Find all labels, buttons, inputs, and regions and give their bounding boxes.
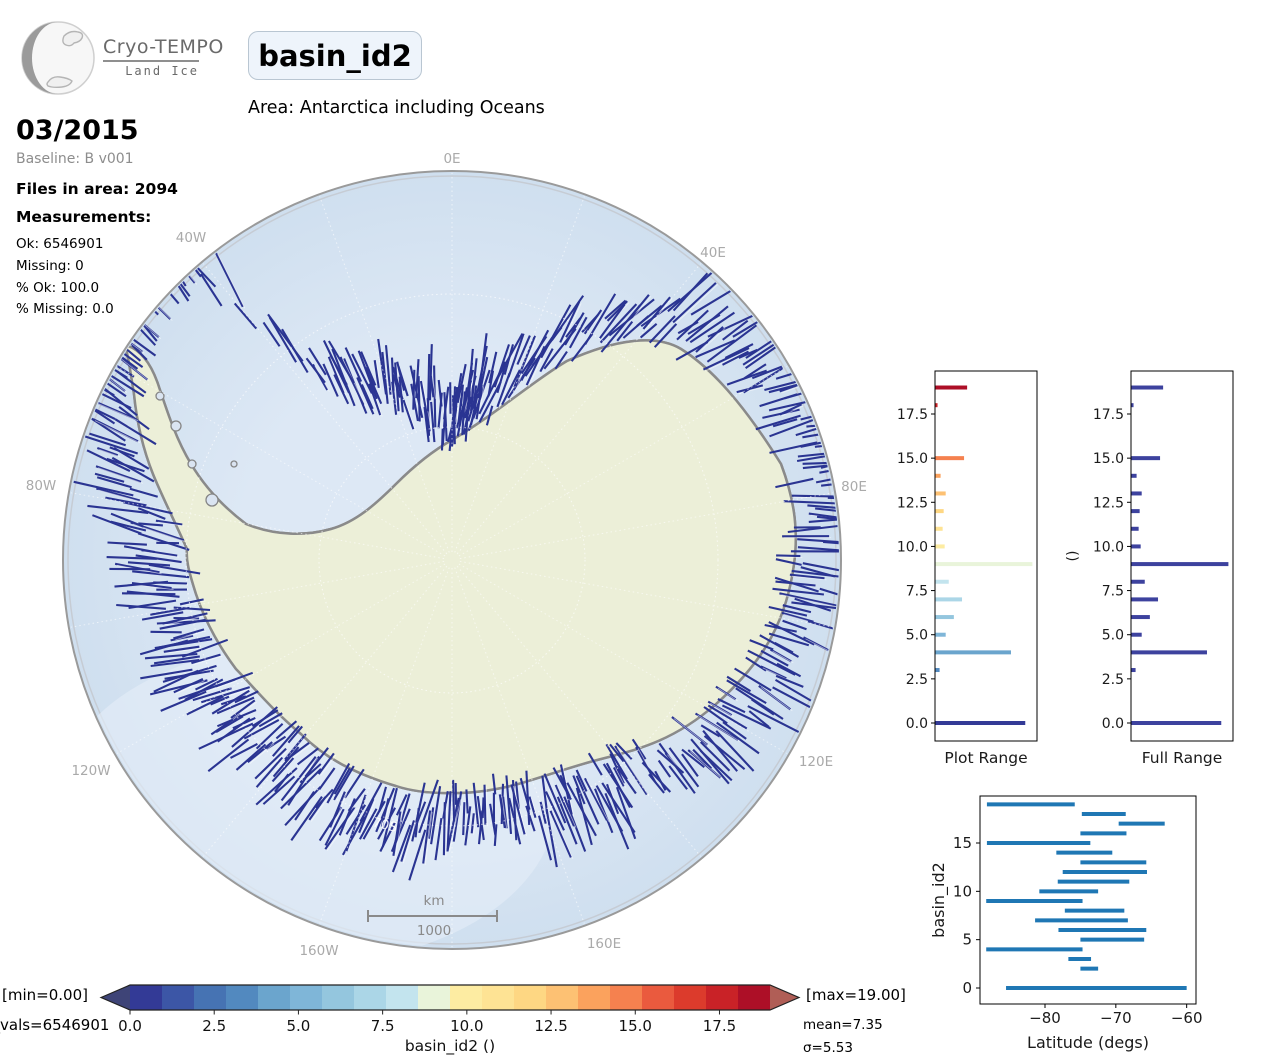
svg-text:15.0: 15.0	[619, 1017, 652, 1035]
svg-text:15.0: 15.0	[1093, 451, 1124, 467]
logo-subtitle: Land Ice	[125, 64, 199, 78]
colorbar-max-label: [max=19.00]	[806, 986, 906, 1004]
svg-text:10.0: 10.0	[897, 539, 928, 555]
measurements-heading: Measurements:	[16, 208, 152, 226]
svg-text:0: 0	[962, 979, 972, 997]
logo-divider	[103, 60, 199, 62]
island-contours	[155, 391, 238, 507]
svg-text:0.0: 0.0	[118, 1017, 142, 1035]
svg-text:17.5: 17.5	[1093, 407, 1124, 423]
latitude-range-chart: 0 5 10 15 −80 −70 −60 Latitude (degs) basin_id2	[930, 795, 1203, 1052]
svg-text:17.5: 17.5	[897, 407, 928, 423]
svg-text:basin_id2 (): basin_id2 ()	[405, 1037, 495, 1056]
meridian-label-120w: 120W	[71, 763, 111, 779]
svg-text:2.5: 2.5	[1102, 672, 1124, 688]
svg-text:0.0: 0.0	[906, 716, 928, 732]
variable-name: basin_id2	[258, 38, 412, 73]
cryo-tempo-logo-icon	[21, 21, 95, 95]
svg-text:12.5: 12.5	[1093, 495, 1124, 511]
svg-text:17.5: 17.5	[703, 1017, 736, 1035]
stat-missing: Missing: 0	[16, 258, 84, 274]
svg-text:Plot Range: Plot Range	[944, 749, 1027, 767]
stat-pct-missing: % Missing: 0.0	[16, 301, 114, 317]
files-in-area: Files in area: 2094	[16, 180, 178, 198]
svg-text:2.5: 2.5	[906, 672, 928, 688]
svg-text:2.5: 2.5	[202, 1017, 226, 1035]
svg-text:10: 10	[953, 882, 972, 900]
full-range-histogram: 0.0 2.5 5.0 7.5 10.0 12.5 15.0 17.5 Full Range ()	[1065, 370, 1234, 767]
meridian-label-120e: 120E	[798, 754, 834, 770]
colorbar-min-label: [min=0.00]	[2, 986, 88, 1004]
svg-text:Full Range: Full Range	[1142, 749, 1223, 767]
svg-text:15: 15	[953, 834, 972, 852]
area-subtitle: Area: Antarctica including Oceans	[248, 98, 545, 118]
logo-title: Cryo-TEMPO	[103, 36, 224, 58]
meridian-label-160w: 160W	[299, 943, 339, 959]
colorbar-mean-label: mean=7.35	[803, 1017, 883, 1033]
scalebar-unit: km	[424, 893, 445, 909]
svg-text:Latitude (degs): Latitude (degs)	[1027, 1033, 1149, 1052]
svg-text:−80: −80	[1029, 1009, 1061, 1027]
antarctica-basin-map: 70S km 1000	[62, 170, 842, 950]
lat-70s-label: 70S	[371, 815, 399, 836]
meridian-label-80e: 80E	[841, 479, 867, 495]
svg-text:7.5: 7.5	[371, 1017, 395, 1035]
svg-text:10.0: 10.0	[450, 1017, 483, 1035]
svg-text:basin_id2: basin_id2	[930, 862, 949, 938]
svg-text:12.5: 12.5	[897, 495, 928, 511]
svg-text:7.5: 7.5	[906, 584, 928, 600]
colorbar-sigma-label: σ=5.53	[803, 1040, 853, 1056]
svg-text:0.0: 0.0	[1102, 716, 1124, 732]
logo-wordmark: Cryo-TEMPO Land Ice	[103, 36, 224, 78]
svg-text:−60: −60	[1171, 1009, 1203, 1027]
svg-text:−70: −70	[1100, 1009, 1132, 1027]
svg-text:7.5: 7.5	[1102, 584, 1124, 600]
svg-text:5.0: 5.0	[286, 1017, 310, 1035]
svg-text:5: 5	[962, 931, 972, 949]
period-label: 03/2015	[16, 115, 139, 146]
svg-text:5.0: 5.0	[1102, 628, 1124, 644]
stat-pct-ok: % Ok: 100.0	[16, 280, 100, 296]
scalebar-value: 1000	[417, 923, 451, 939]
stat-ok: Ok: 6546901	[16, 236, 104, 252]
ground-track-fringe	[65, 240, 839, 881]
baseline-label: Baseline: B v001	[16, 151, 134, 167]
meridian-label-80w: 80W	[25, 478, 57, 494]
svg-text:10.0: 10.0	[1093, 539, 1124, 555]
colorbar: 0.0 2.5 5.0 7.5 10.0 12.5 15.0 17.5 basin_id2 ()	[99, 984, 801, 1056]
variable-title-badge: basin_id2	[248, 31, 422, 80]
meridian-label-40e: 40E	[700, 245, 726, 261]
svg-text:12.5: 12.5	[534, 1017, 567, 1035]
svg-text:(): ()	[1065, 551, 1081, 562]
colorbar-nvals-label: n_vals=6546901	[0, 1016, 110, 1034]
meridian-label-40w: 40W	[175, 230, 207, 246]
meridian-label-160e: 160E	[586, 936, 622, 952]
graticule	[69, 173, 835, 947]
svg-text:5.0: 5.0	[906, 628, 928, 644]
plot-range-histogram: 0.0 2.5 5.0 7.5 10.0 12.5 15.0 17.5 Plot Range	[897, 370, 1038, 767]
map-scalebar	[367, 910, 498, 922]
meridian-label-0e: 0E	[443, 151, 461, 167]
svg-text:15.0: 15.0	[897, 451, 928, 467]
